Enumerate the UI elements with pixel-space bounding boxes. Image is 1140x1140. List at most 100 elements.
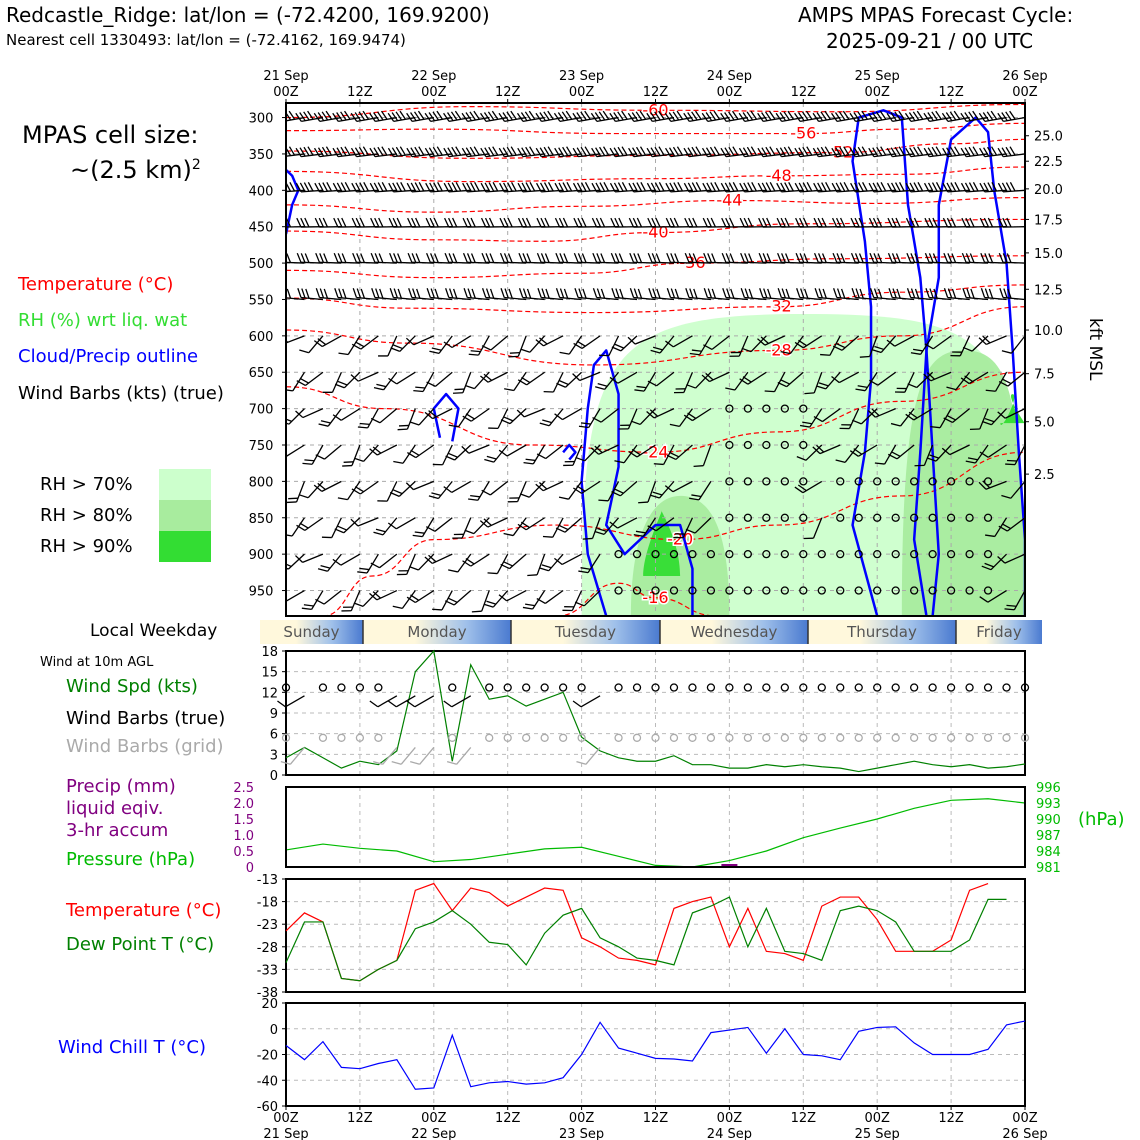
wind-barb-shaft [289,747,305,765]
wind-barb-flag [950,354,961,357]
wind-barb-flag [929,454,940,459]
wind-barb-flag [702,217,708,228]
wind-barb-flag [676,110,684,120]
wind-barb-flag [431,492,442,496]
wind-barb-flag [838,111,846,121]
wind-barb-flag [932,253,938,263]
wind-barb [906,288,933,301]
wind-barb [479,110,508,123]
wind-barb-flag [668,112,676,122]
wind-barb-flag [693,465,704,468]
wind-barb [777,371,804,388]
wind-barb [397,408,416,431]
wind-barb [519,480,546,498]
wind-barb-flag [831,375,840,384]
wind-barb [721,252,748,264]
nearest-cell-subtitle: Nearest cell 1330493: lat/lon = (-72.416… [6,31,406,49]
temperature-contour [286,284,1025,314]
wind-barb-flag [757,338,766,346]
wind-barb-flag [387,112,395,122]
wind-barb-flag [652,491,663,496]
wind-barb-flag [502,112,509,122]
wind-barb-flag [584,182,591,192]
wind-barb [352,252,379,264]
wind-barb-shaft [456,747,472,765]
wind-barb [555,517,583,533]
wind-barb-flag [471,610,482,613]
wind-barb-flag [595,147,602,157]
calm-circle [780,440,789,450]
wind-barb [890,408,915,427]
wind-barb-flag [834,112,842,122]
wind-barb-shaft [1004,408,1025,419]
wind-barb-flag [298,494,309,499]
calm-circle [891,586,900,595]
bottom-tick-hour: 12Z [347,1111,373,1126]
wind-barb-flag [751,182,757,192]
temperature-contour [286,218,1025,242]
wind-barb [373,517,398,536]
weekday-segment [808,620,956,644]
wind-barb [599,335,620,357]
wind-barb-flag [473,110,480,120]
wind-barb-flag [711,253,717,263]
wind-barb-flag [455,146,462,156]
wind-barb-flag [765,146,772,156]
kft-tick-label: 5.0 [1034,416,1055,431]
wind-barb-flag [523,462,534,465]
wind-barb [463,288,490,301]
wind-barb [302,444,324,465]
wind-barb-flag [565,110,573,120]
wind-barb-flag [831,217,838,228]
wind-barb-shaft [822,408,841,423]
wind-barb-flag [461,147,468,157]
wind-barb [850,252,878,264]
wind-barb [351,480,379,495]
wind-barb [425,517,453,532]
wind-barb-flag [445,455,455,461]
wind-barb [351,182,379,193]
wind-barb [997,553,1025,564]
wind-barb-flag [929,288,934,299]
wind-barb-shaft [497,408,509,429]
wind-barb-flag [406,596,416,604]
wind-barb [426,288,453,301]
wind-barb-flag [360,288,366,299]
wind-barb-shaft [617,517,638,529]
wind-barb [757,110,785,123]
wind-barb-flag [781,288,786,299]
wind-barb-flag [894,111,901,121]
wind-barb-shaft [694,517,712,534]
wind-barb-flag [466,253,472,263]
wind-barb [410,747,435,765]
wind-barb-flag [654,182,661,192]
wind-barb [572,371,601,382]
wind-barb-flag [962,346,973,352]
wind-barb [997,182,1025,193]
wind-barb-flag [359,422,370,426]
wind-barb-flag [454,110,462,120]
wind-barb [998,217,1025,228]
wind-barb [647,517,675,532]
calm-circle [873,683,882,692]
wind-barb [812,444,841,455]
wind-barb-shaft [734,371,749,391]
wind-barb-flag [674,253,680,263]
wind-barb-shaft [414,695,435,708]
wind-barb-flag [280,760,291,765]
wind-barb-flag [1001,112,1008,122]
wind-barb-flag [972,110,979,120]
wind-barb-shaft [789,335,804,355]
wind-barb [832,252,859,264]
wind-barb-shaft [400,747,416,765]
wind-barb [835,444,860,463]
wind-barb-flag [358,146,366,156]
wind-barb-flag [602,110,610,120]
wind-barb-flag [577,253,583,263]
wind-barb-shaft [307,480,324,499]
wind-barb-flag [301,607,312,611]
wind-barb-flag [414,182,421,192]
wind-barb [406,146,434,158]
wind-barb [373,747,398,765]
wind-barb-flag [470,350,481,353]
